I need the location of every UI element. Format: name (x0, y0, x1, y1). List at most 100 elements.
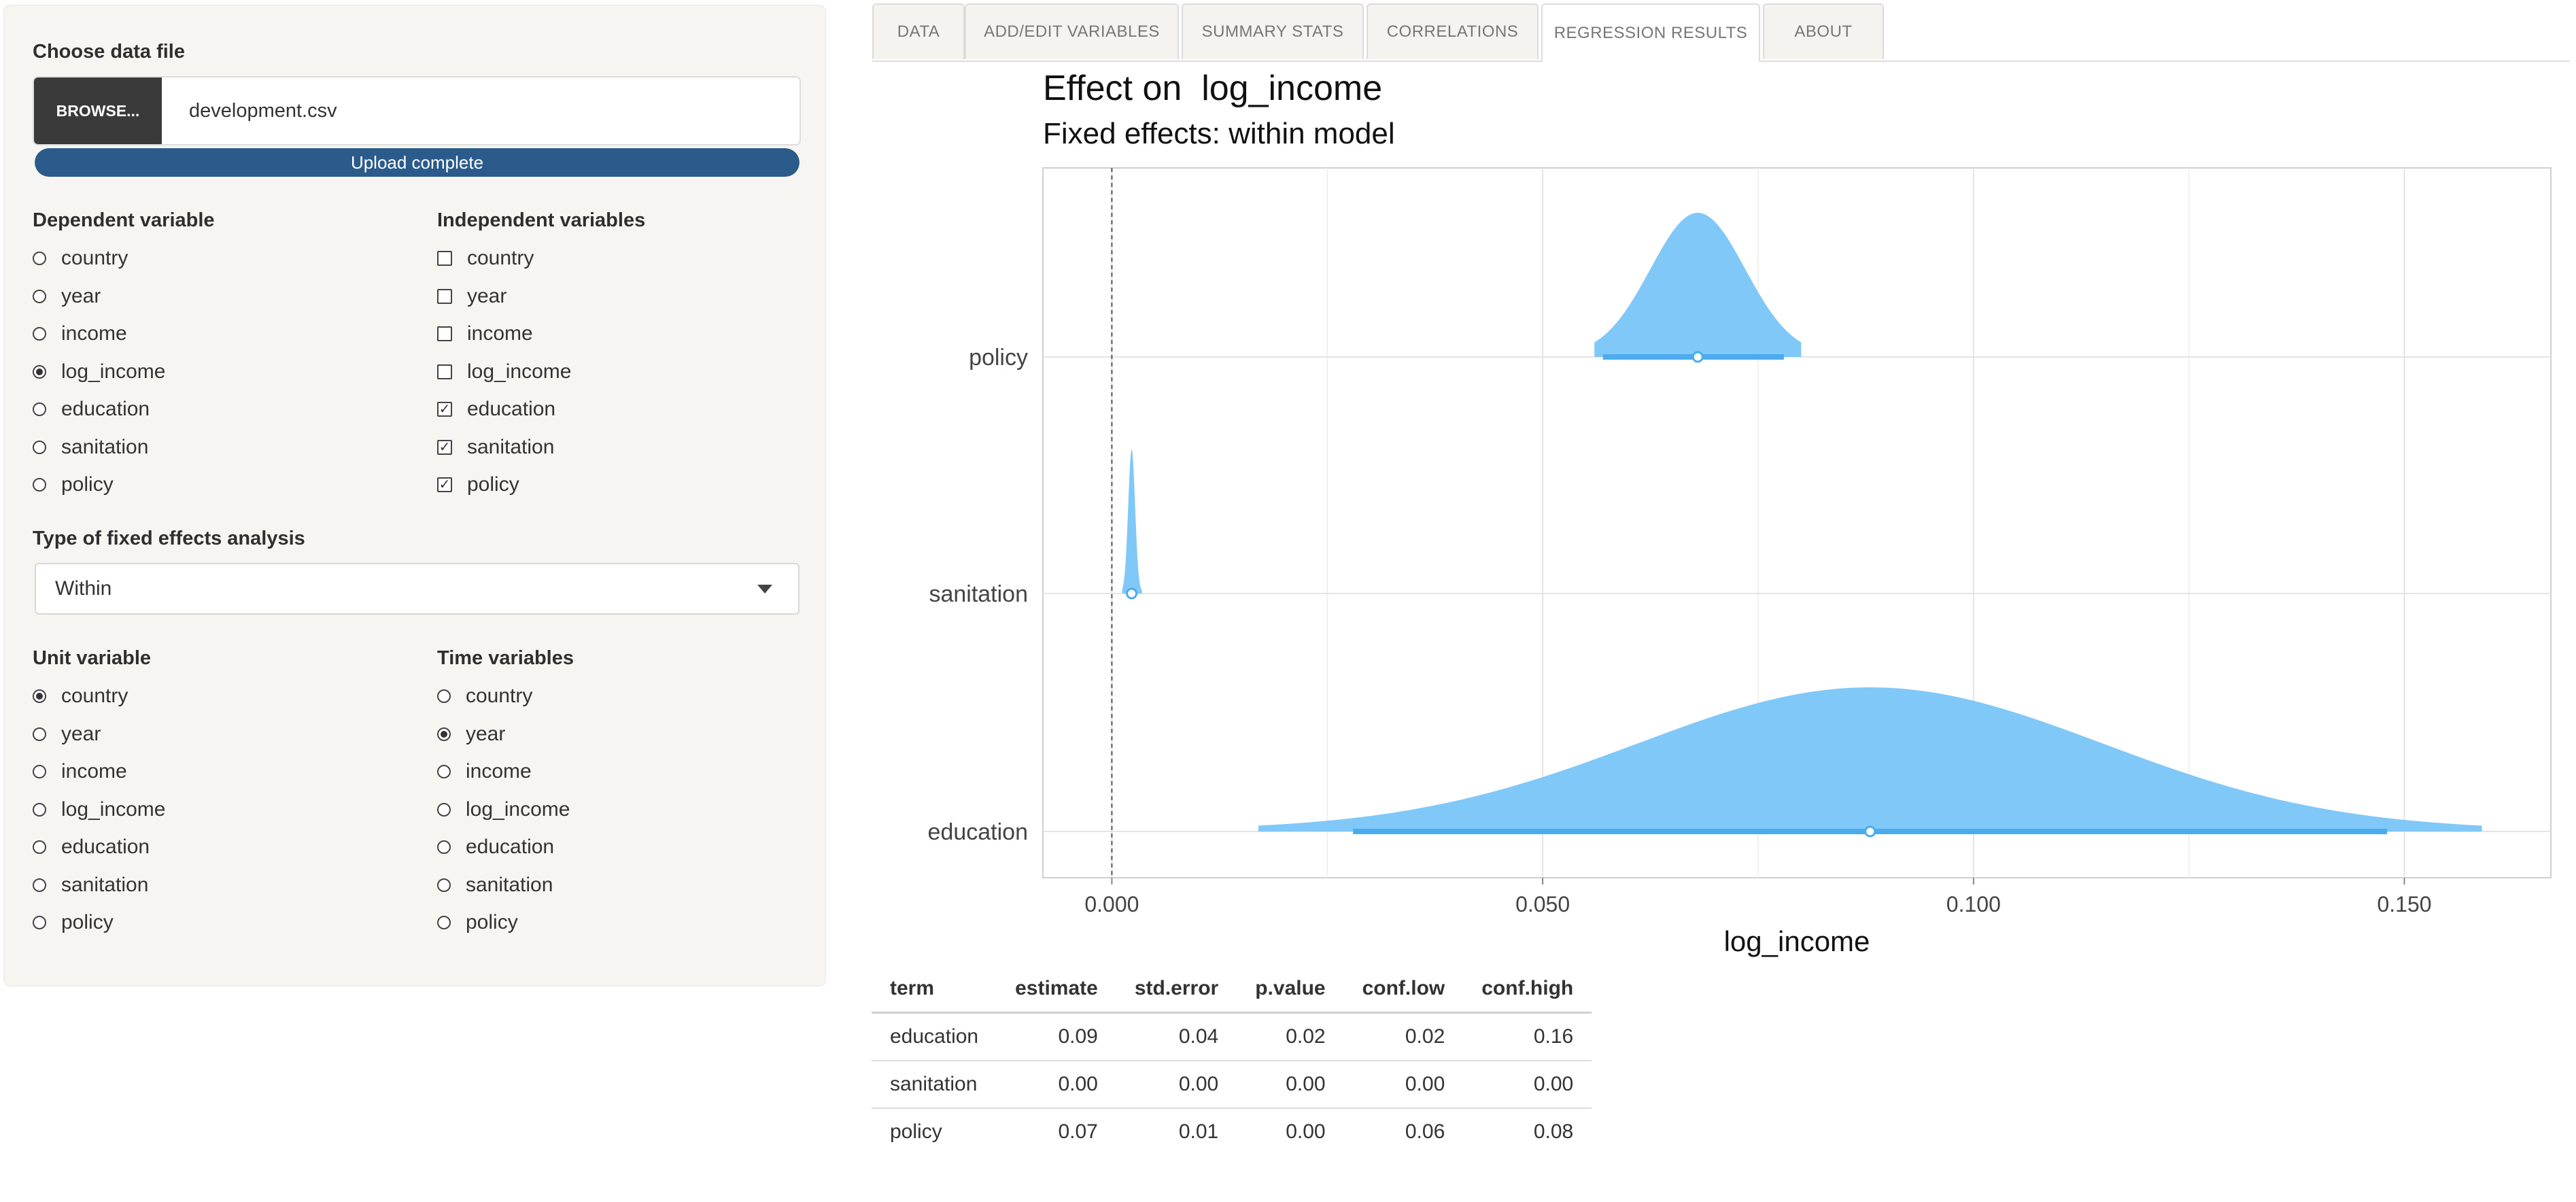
radio-button[interactable] (437, 689, 451, 703)
table-cell: 0.02 (1343, 1012, 1464, 1061)
dependent-option-sanitation[interactable]: sanitation (33, 434, 148, 461)
dependent-option-year[interactable]: year (33, 283, 101, 310)
independent-option-year[interactable]: year (437, 283, 506, 310)
time-option-sanitation[interactable]: sanitation (437, 872, 553, 899)
column-header-conf-high: conf.high (1463, 965, 1592, 1014)
option-label: year (467, 284, 507, 307)
point-estimate-sanitation (1126, 587, 1138, 600)
radio-button[interactable] (437, 840, 451, 854)
tab-summary-stats[interactable]: SUMMARY STATS (1182, 3, 1364, 59)
radio-button[interactable] (33, 727, 46, 741)
option-label: country (61, 247, 128, 269)
dependent-option-policy[interactable]: policy (33, 471, 114, 498)
checkbox[interactable]: ✓ (437, 439, 452, 455)
option-label: country (61, 685, 128, 707)
radio-button[interactable] (33, 765, 46, 778)
x-tick-label: 0.100 (1946, 892, 2001, 916)
radio-button[interactable] (33, 252, 46, 265)
radio-button[interactable] (33, 840, 46, 854)
dependent-option-education[interactable]: education (33, 396, 150, 423)
radio-button[interactable] (437, 916, 451, 929)
radio-button[interactable] (33, 402, 46, 416)
violin-education (1258, 687, 2482, 831)
fe-type-select[interactable]: Within (35, 563, 800, 615)
option-label: policy (61, 473, 114, 496)
plot-title: Effect on log_income (1043, 69, 1383, 108)
point-estimate-education (1864, 825, 1876, 838)
independent-option-income[interactable]: income (437, 320, 533, 347)
time-option-year[interactable]: year (437, 721, 505, 748)
unit-option-country[interactable]: country (33, 683, 128, 710)
table-cell: education (872, 1012, 997, 1061)
checkbox[interactable]: ✓ (437, 477, 452, 492)
table-cell: sanitation (872, 1061, 997, 1109)
tab-about[interactable]: ABOUT (1763, 3, 1884, 59)
tab-correlations[interactable]: CORRELATIONS (1367, 3, 1539, 59)
tab-data[interactable]: DATA (872, 3, 965, 59)
radio-button[interactable] (437, 765, 451, 778)
checkbox[interactable] (437, 326, 452, 341)
independent-option-country[interactable]: country (437, 245, 534, 272)
tab-regression-results[interactable]: REGRESSION RESULTS (1541, 3, 1760, 62)
point-estimate-policy (1691, 351, 1704, 363)
radio-button[interactable] (33, 327, 46, 341)
dependent-option-country[interactable]: country (33, 245, 128, 272)
column-header-term: term (872, 965, 997, 1014)
radio-button[interactable] (33, 289, 46, 303)
radio-button[interactable] (437, 802, 451, 817)
tab-bar: DATA ADD/EDIT VARIABLES SUMMARY STATS CO… (872, 3, 2569, 62)
independent-option-log-income[interactable]: log_income (437, 358, 571, 385)
checkbox[interactable] (437, 288, 452, 304)
option-label: income (61, 322, 127, 345)
option-label: sanitation (61, 435, 149, 458)
radio-button[interactable] (437, 878, 451, 892)
independent-option-policy[interactable]: ✓ policy (437, 471, 519, 498)
table-cell: policy (890, 1120, 942, 1143)
checkbox[interactable]: ✓ (437, 402, 452, 417)
option-label: log_income (61, 360, 166, 383)
x-tick-label: 0.150 (2377, 892, 2431, 916)
unit-option-year[interactable]: year (33, 721, 101, 748)
time-option-country[interactable]: country (437, 683, 532, 710)
option-label: policy (467, 473, 519, 496)
radio-button[interactable] (33, 878, 46, 892)
radio-button[interactable] (33, 440, 46, 454)
time-option-education[interactable]: education (437, 834, 554, 861)
unit-option-policy[interactable]: policy (33, 909, 114, 936)
sidebar-panel: Choose data file BROWSE... development.c… (3, 5, 826, 986)
checkbox[interactable] (437, 364, 452, 379)
option-label: income (467, 322, 533, 345)
violin-sanitation (1122, 449, 1142, 594)
radio-button[interactable] (33, 478, 46, 492)
option-label: log_income (466, 797, 570, 821)
option-label: income (466, 760, 532, 783)
dependent-option-income[interactable]: income (33, 320, 127, 347)
option-label: year (61, 722, 101, 745)
checkbox[interactable] (437, 251, 452, 266)
unit-option-sanitation[interactable]: sanitation (33, 872, 148, 899)
table-row: policy 0.07 0.01 0.00 0.06 0.08 (872, 1108, 1592, 1155)
time-option-income[interactable]: income (437, 758, 532, 785)
table-cell: 0.02 (1237, 1012, 1344, 1061)
browse-button[interactable]: BROWSE... (34, 78, 162, 144)
unit-option-education[interactable]: education (33, 834, 150, 861)
independent-option-sanitation[interactable]: ✓ sanitation (437, 434, 554, 461)
option-label: country (466, 685, 533, 707)
x-axis-title: log_income (1724, 925, 1870, 957)
column-header-estimate: estimate (997, 965, 1116, 1014)
fe-type-label: Type of fixed effects analysis (33, 528, 305, 549)
option-label: education (467, 398, 556, 420)
radio-button[interactable] (33, 916, 46, 929)
dependent-option-log-income[interactable]: log_income (33, 358, 165, 385)
independent-option-education[interactable]: ✓ education (437, 396, 555, 423)
unit-option-log-income[interactable]: log_income (33, 796, 165, 823)
time-option-policy[interactable]: policy (437, 909, 518, 936)
radio-button[interactable] (437, 727, 451, 741)
file-input[interactable]: BROWSE... development.csv (33, 76, 801, 145)
radio-button[interactable] (33, 689, 46, 703)
time-option-log-income[interactable]: log_income (437, 796, 570, 823)
radio-button[interactable] (33, 802, 46, 817)
tab-add-edit-variables[interactable]: ADD/EDIT VARIABLES (965, 3, 1179, 59)
unit-option-income[interactable]: income (33, 758, 127, 785)
radio-button[interactable] (33, 364, 46, 379)
